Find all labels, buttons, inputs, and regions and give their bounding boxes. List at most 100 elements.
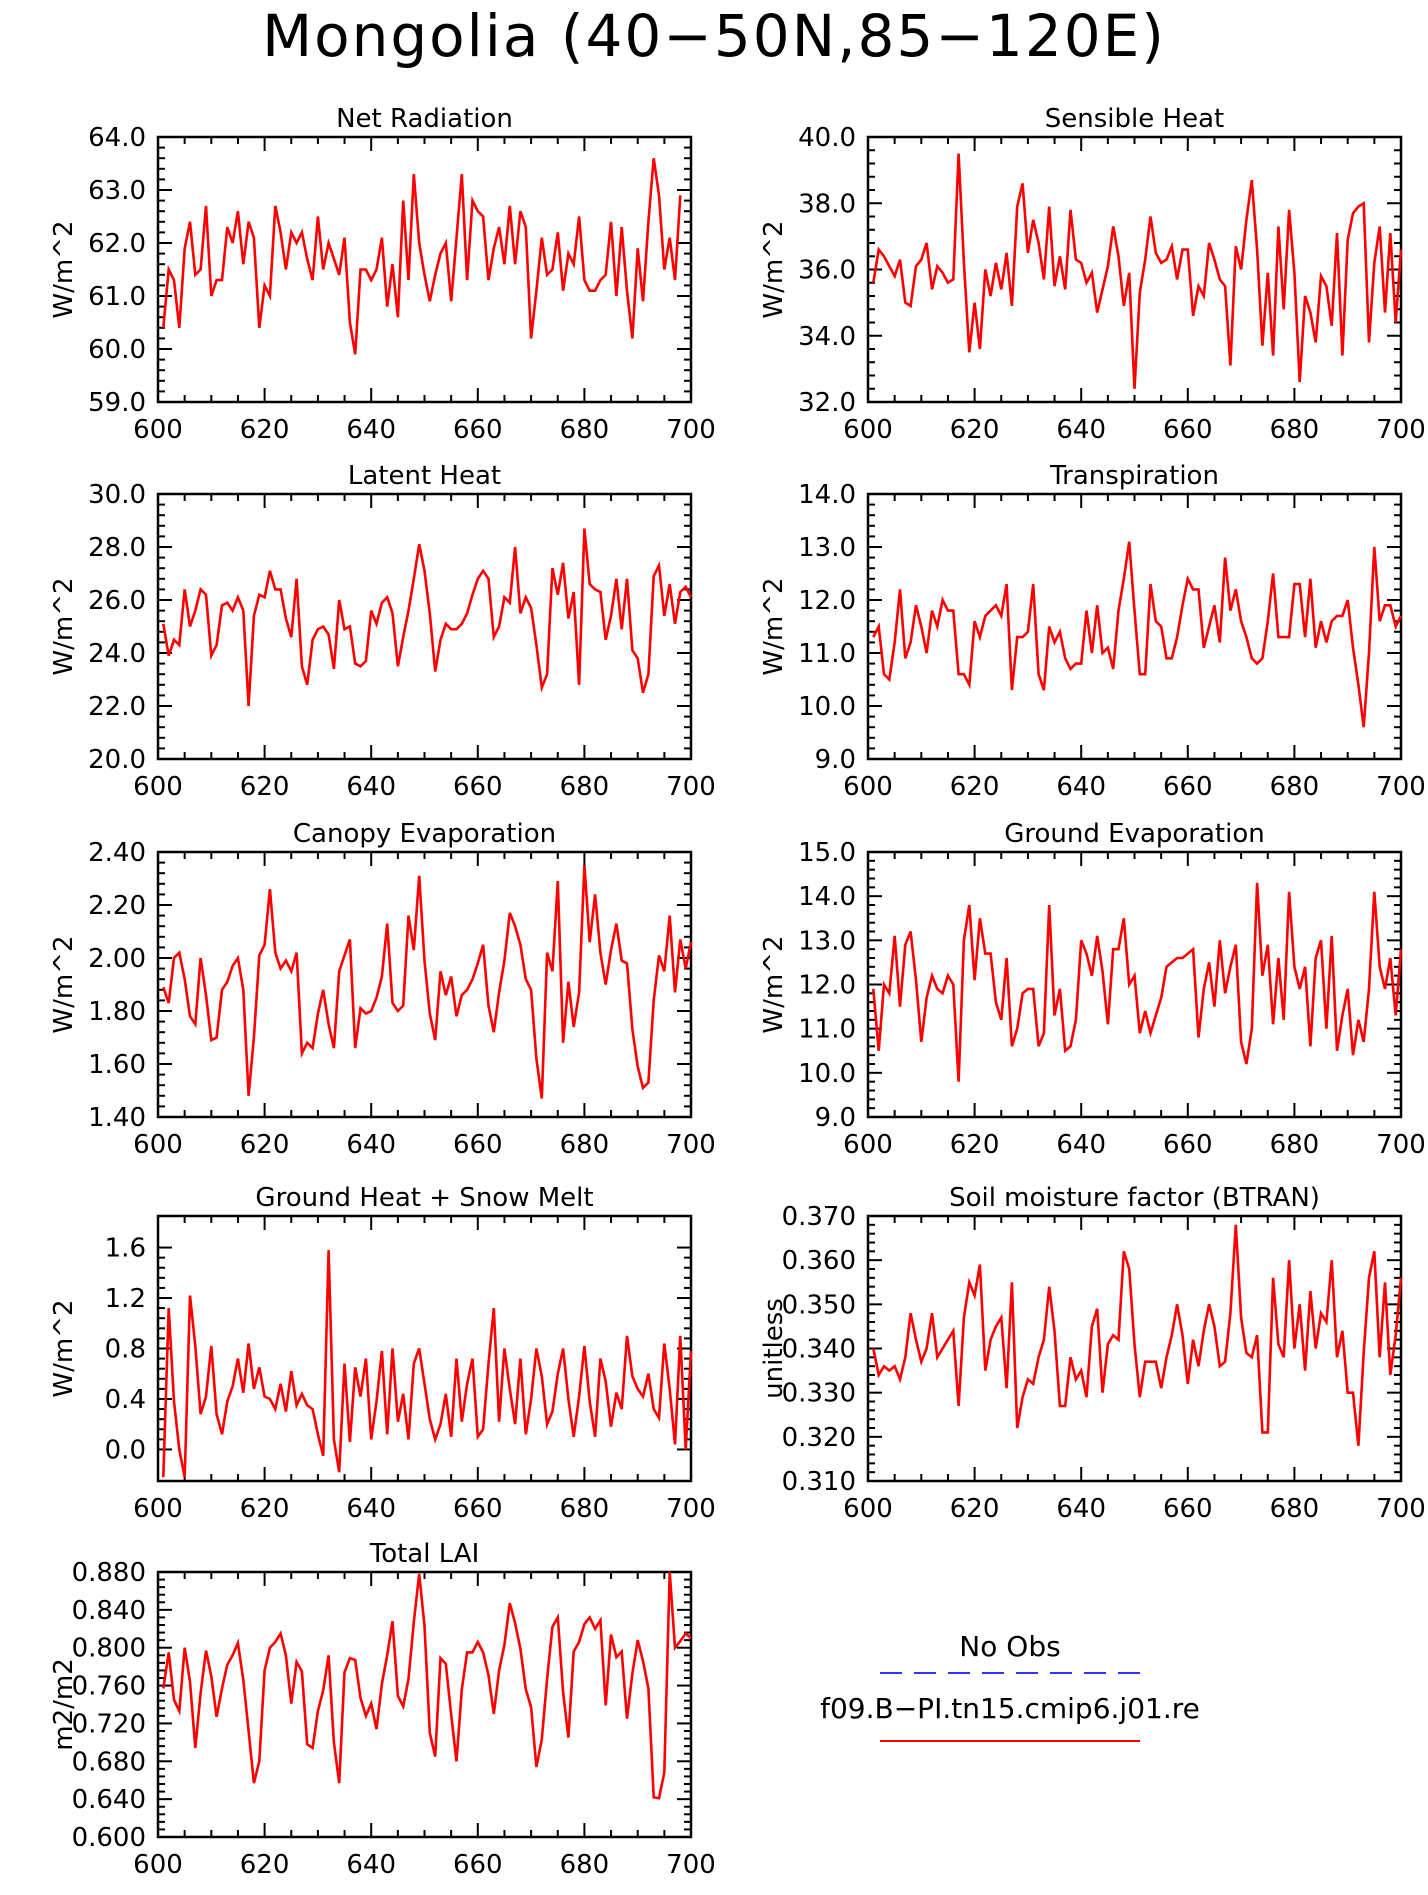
x-tick-label: 640	[346, 415, 396, 445]
series-line	[872, 882, 1403, 1082]
chart-net-radiation: Net Radiation W/m^2 600 620 640 660 680 700 59.0…	[49, 104, 716, 445]
x-tick-label: 700	[666, 1494, 716, 1524]
x-tick-label: 660	[453, 1130, 503, 1160]
x-tick-label: 620	[240, 772, 290, 802]
y-tick-label: 2.40	[88, 838, 146, 868]
y-tick-label: 62.0	[88, 229, 146, 259]
x-tick-label: 620	[950, 1130, 1000, 1160]
y-axis-label: W/m^2	[759, 577, 789, 675]
x-tick-label: 660	[1163, 1494, 1213, 1524]
y-tick-label: 34.0	[798, 322, 856, 352]
x-tick-label: 620	[950, 415, 1000, 445]
series-line	[872, 1224, 1403, 1446]
x-tick-label: 600	[133, 1130, 183, 1160]
x-tick-label: 680	[560, 415, 610, 445]
legend-swatch-model	[880, 1740, 1140, 1742]
x-tick-label: 680	[560, 1850, 610, 1880]
y-tick-label: 40.0	[798, 123, 856, 153]
chart-title: Soil moisture factor (BTRAN)	[949, 1183, 1320, 1213]
y-tick-label: 61.0	[88, 282, 146, 312]
y-tick-label: 1.6	[105, 1234, 146, 1264]
y-tick-label: 38.0	[798, 189, 856, 219]
x-tick-label: 600	[133, 415, 183, 445]
x-tick-label: 660	[1163, 1130, 1213, 1160]
x-tick-label: 680	[1270, 1130, 1320, 1160]
chart-title: Ground Heat + Snow Melt	[255, 1183, 593, 1213]
x-tick-label: 680	[560, 1494, 610, 1524]
chart-ground-evaporation: Ground Evaporation W/m^2 600 620 640 660 680 70…	[759, 819, 1426, 1160]
chart-total-lai: Total LAI m2/m2 600 620 640 660 680 700 0.600 0.6…	[49, 1539, 716, 1880]
chart-title: Sensible Heat	[1045, 104, 1224, 134]
series-line	[162, 528, 693, 707]
y-tick-label: 60.0	[88, 335, 146, 365]
y-tick-label: 20.0	[88, 745, 146, 775]
y-tick-label: 0.370	[782, 1202, 856, 1232]
y-tick-label: 0.640	[72, 1785, 146, 1815]
y-tick-label: 11.0	[798, 1015, 856, 1045]
y-tick-label: 13.0	[798, 926, 856, 956]
y-axis-label: W/m^2	[49, 1299, 79, 1397]
y-tick-label: 1.2	[105, 1284, 146, 1314]
y-axis-label: W/m^2	[49, 577, 79, 675]
y-tick-label: 2.00	[88, 944, 146, 974]
x-tick-label: 600	[843, 1130, 893, 1160]
plot-frame	[156, 1570, 693, 1839]
x-tick-label: 660	[1163, 415, 1213, 445]
y-tick-label: 13.0	[798, 533, 856, 563]
y-tick-label: 24.0	[88, 639, 146, 669]
x-tick-label: 640	[1056, 1494, 1106, 1524]
y-tick-label: 0.360	[782, 1246, 856, 1276]
series-line	[162, 1250, 693, 1478]
y-tick-label: 12.0	[798, 586, 856, 616]
chart-title: Total LAI	[369, 1539, 480, 1569]
y-axis-label: W/m^2	[759, 220, 789, 318]
chart-title: Canopy Evaporation	[293, 819, 556, 849]
x-tick-label: 640	[346, 772, 396, 802]
x-tick-label: 700	[666, 772, 716, 802]
y-tick-label: 0.350	[782, 1290, 856, 1320]
y-tick-label: 0.330	[782, 1379, 856, 1409]
y-tick-label: 0.840	[72, 1596, 146, 1626]
y-axis-label: unitless	[759, 1298, 789, 1399]
chart-title: Transpiration	[1049, 461, 1219, 491]
x-tick-label: 600	[133, 1494, 183, 1524]
series-line	[162, 1571, 692, 1800]
x-tick-label: 620	[950, 772, 1000, 802]
x-tick-label: 620	[240, 1130, 290, 1160]
y-tick-label: 0.340	[782, 1335, 856, 1365]
x-tick-label: 600	[843, 772, 893, 802]
x-tick-label: 640	[1056, 772, 1106, 802]
y-tick-label: 0.600	[72, 1823, 146, 1853]
x-tick-label: 640	[346, 1130, 396, 1160]
y-tick-label: 1.80	[88, 997, 146, 1027]
y-tick-label: 36.0	[798, 256, 856, 286]
x-tick-label: 660	[453, 1850, 503, 1880]
y-tick-label: 32.0	[798, 388, 856, 418]
y-tick-label: 0.0	[105, 1435, 146, 1465]
x-tick-label: 680	[1270, 415, 1320, 445]
x-tick-label: 640	[1056, 1130, 1106, 1160]
x-tick-label: 620	[240, 415, 290, 445]
y-tick-label: 14.0	[798, 882, 856, 912]
chart-soil-moisture-btran: Soil moisture factor (BTRAN) unitless 600 6…	[759, 1183, 1426, 1524]
chart-latent-heat: Latent Heat W/m^2 600 620 640 660 680 700 20.0 22…	[49, 461, 716, 802]
plot-frame	[156, 850, 693, 1119]
y-axis-label: m2/m2	[49, 1658, 79, 1751]
plot-frame	[156, 492, 693, 761]
y-tick-label: 0.8	[105, 1335, 146, 1365]
y-tick-label: 0.4	[105, 1385, 146, 1415]
y-tick-label: 0.720	[72, 1709, 146, 1739]
chart-title: Latent Heat	[348, 461, 501, 491]
chart-title: Net Radiation	[336, 104, 513, 134]
x-tick-label: 700	[1376, 1130, 1426, 1160]
series-line	[162, 865, 693, 1099]
x-tick-label: 700	[666, 1130, 716, 1160]
x-tick-label: 680	[560, 1130, 610, 1160]
x-tick-label: 680	[560, 772, 610, 802]
x-tick-label: 700	[1376, 772, 1426, 802]
y-tick-label: 0.680	[72, 1747, 146, 1777]
y-tick-label: 12.0	[798, 971, 856, 1001]
series-line	[872, 153, 1403, 389]
x-tick-label: 600	[133, 772, 183, 802]
y-tick-label: 63.0	[88, 176, 146, 206]
